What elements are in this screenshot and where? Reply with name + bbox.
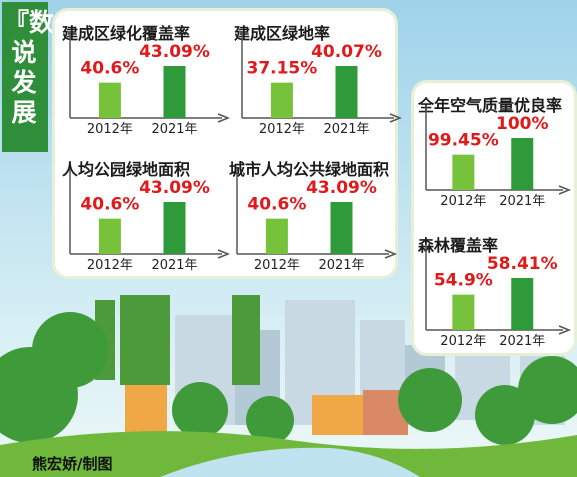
x-tick-label: 2021年 xyxy=(318,258,364,273)
chart-title: 建成区绿化覆盖率 xyxy=(62,24,191,43)
data-label: 43.09% xyxy=(139,42,210,62)
bar-2021 xyxy=(330,202,353,254)
data-label: 58.41% xyxy=(487,254,558,274)
x-tick-label: 2021年 xyxy=(151,122,197,137)
bar-2012 xyxy=(265,218,288,254)
chart-title: 城市人均公共绿地面积 xyxy=(229,160,390,179)
side-panel xyxy=(411,80,577,356)
x-tick-label: 2021年 xyxy=(499,334,545,349)
chart-title: 全年空气质量优良率 xyxy=(418,96,563,115)
bar-chart-svg: 40.6% 2012年 43.09% 2021年 xyxy=(69,169,231,273)
data-label: 40.6% xyxy=(247,195,306,215)
chart-title: 建成区绿地率 xyxy=(234,24,331,43)
bar-2012 xyxy=(452,154,475,190)
x-tick-label: 2012年 xyxy=(254,258,300,273)
x-tick-label: 2012年 xyxy=(87,122,133,137)
data-label: 43.09% xyxy=(139,178,210,198)
x-tick-label: 2012年 xyxy=(440,334,486,349)
x-tick-label: 2012年 xyxy=(440,194,486,209)
bar-2012 xyxy=(452,294,475,330)
data-label: 37.15% xyxy=(246,59,317,79)
banner-background xyxy=(2,2,48,152)
data-label: 40.6% xyxy=(80,195,139,215)
x-axis-arrow xyxy=(389,113,403,123)
chart-air-quality: 全年空气质量优良率 99.45% 2012年 100% 2021年 xyxy=(418,92,573,212)
x-tick-label: 2021年 xyxy=(499,194,545,209)
chart-green-land-rate: 建成区绿地率 37.15% 2012年 40.07% 2021年 xyxy=(234,20,404,140)
data-label: 54.9% xyxy=(434,271,493,291)
bar-chart-svg: 40.6% 2012年 43.09% 2021年 xyxy=(69,33,231,137)
x-axis-arrow xyxy=(217,113,231,123)
banner-title: 『数』说发展 xyxy=(4,8,80,127)
bar-chart-svg: 37.15% 2012年 40.07% 2021年 xyxy=(241,33,403,137)
bar-2021 xyxy=(335,66,358,118)
x-axis-arrow xyxy=(217,249,231,259)
chart-forest-coverage: 森林覆盖率 54.9% 2012年 58.41% 2021年 xyxy=(418,232,573,352)
bar-2012 xyxy=(98,82,121,118)
x-axis-arrow xyxy=(558,325,572,335)
data-label: 99.45% xyxy=(428,131,499,151)
data-label: 100% xyxy=(496,114,549,134)
bar-2021 xyxy=(511,278,534,330)
bar-chart-svg: 99.45% 2012年 100% 2021年 xyxy=(425,105,572,209)
chart-title: 人均公园绿地面积 xyxy=(62,160,191,179)
data-label: 40.07% xyxy=(311,42,382,62)
bar-2021 xyxy=(511,138,534,190)
data-label: 40.6% xyxy=(80,59,139,79)
x-tick-label: 2012年 xyxy=(259,122,305,137)
x-tick-label: 2021年 xyxy=(151,258,197,273)
chart-park-area-per-capita: 人均公园绿地面积 40.6% 2012年 43.09% 2021年 xyxy=(62,156,232,276)
data-label: 43.09% xyxy=(306,178,377,198)
x-tick-label: 2021年 xyxy=(323,122,369,137)
credit-text: 熊宏娇/制图 xyxy=(32,455,113,473)
x-axis-arrow xyxy=(384,249,398,259)
x-axis-arrow xyxy=(558,185,572,195)
bar-2021 xyxy=(163,66,186,118)
bar-chart-svg: 40.6% 2012年 43.09% 2021年 xyxy=(236,169,398,273)
x-tick-label: 2012年 xyxy=(87,258,133,273)
chart-title: 森林覆盖率 xyxy=(418,236,499,255)
chart-public-green-per-capita: 城市人均公共绿地面积 40.6% 2012年 43.09% 2021年 xyxy=(229,156,399,276)
bar-2012 xyxy=(98,218,121,254)
bar-2012 xyxy=(270,82,293,118)
bar-chart-svg: 54.9% 2012年 58.41% 2021年 xyxy=(425,245,572,349)
bar-2021 xyxy=(163,202,186,254)
chart-green-coverage: 建成区绿化覆盖率 40.6% 2012年 43.09% 2021年 xyxy=(62,20,232,140)
